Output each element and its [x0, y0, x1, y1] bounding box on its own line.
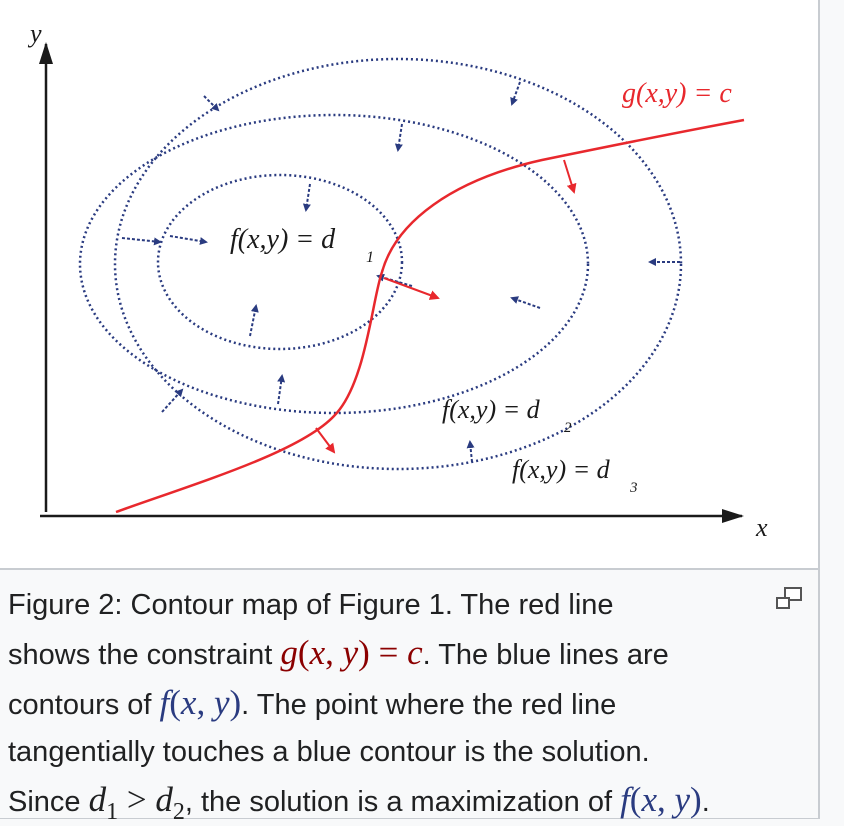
caption-line: Since d1 > d2, the solution is a maximiz… — [8, 776, 820, 826]
magnify-icon[interactable] — [774, 586, 804, 612]
gradient-arrow — [249, 304, 259, 337]
caption-text: . The blue lines are — [422, 639, 669, 671]
contour-label-d3: f(x,y) = d 3 — [512, 455, 638, 496]
gradient-arrow — [203, 95, 220, 112]
constraint-formula: g(x, y) = c — [280, 633, 423, 672]
contour-d1 — [156, 173, 404, 351]
gradient-arrows — [121, 81, 680, 463]
magnify-icon-svg — [776, 587, 802, 609]
contour-label-subscript: 1 — [366, 249, 374, 266]
caption-line: tangentially touches a blue contour is t… — [8, 729, 820, 776]
d1-letter: d — [88, 780, 107, 819]
caption-text: contours of — [8, 689, 160, 721]
figure-frame: y x — [0, 0, 820, 824]
gradient-arrow — [376, 273, 413, 287]
caption-line: Figure 2: Contour map of Figure 1. The r… — [8, 582, 820, 629]
contour-label-text: f(x,y) = d — [230, 224, 336, 255]
constraint-normal-arrow — [563, 159, 577, 194]
contour-label-text: f(x,y) = d — [442, 395, 541, 424]
caption-line: contours of f(x, y). The point where the… — [8, 679, 820, 729]
d2-subscript: 2 — [172, 799, 185, 825]
caption-line: shows the constraint g(x, y) = c. The bl… — [8, 629, 820, 679]
contour-label-subscript: 2 — [564, 420, 572, 436]
d2-symbol: d2 — [155, 780, 185, 824]
gradient-arrow — [510, 81, 521, 106]
constraint-normal-arrow — [383, 277, 440, 300]
gradient-arrow — [121, 237, 162, 246]
figure-caption: Figure 2: Contour map of Figure 1. The r… — [8, 582, 820, 826]
y-axis-label: y — [27, 19, 42, 48]
contour-diagram-svg: y x — [27, 19, 768, 542]
contour-d3 — [113, 57, 683, 471]
greater-than-operator: > — [118, 780, 156, 819]
objective-formula: f(x, y) — [159, 683, 242, 722]
gradient-arrow — [394, 123, 403, 152]
caption-text: tangentially touches a blue contour is t… — [8, 736, 650, 768]
gradient-arrow — [466, 440, 475, 463]
objective-formula: f(x, y) — [620, 780, 702, 819]
caption-text: Figure 2: Contour map of Figure 1. The r… — [8, 589, 614, 621]
gradient-arrow — [169, 235, 208, 245]
constraint-label: g(x,y) = c — [622, 78, 732, 109]
d1-symbol: d1 — [88, 780, 119, 824]
d2-letter: d — [155, 780, 173, 819]
gradient-arrow — [302, 183, 311, 212]
d1-subscript: 1 — [106, 799, 119, 825]
caption-text: . The point where the red line — [241, 689, 617, 721]
x-axis-label: x — [755, 513, 768, 542]
contour-label-text: f(x,y) = d — [512, 455, 611, 484]
caption-text: . — [701, 786, 710, 818]
constraint-normal-arrows — [315, 159, 577, 454]
constraint-normal-arrow — [315, 427, 336, 454]
contour-d2 — [78, 113, 590, 415]
contour-label-subscript: 3 — [629, 480, 638, 496]
gradient-arrow — [277, 374, 286, 405]
contour-label-d1: f(x,y) = d 1 — [230, 224, 374, 266]
contour-diagram[interactable]: y x — [0, 0, 820, 570]
caption-text: , the solution is a maximization of — [184, 786, 621, 818]
caption-text: shows the constraint — [8, 639, 281, 671]
gradient-arrow — [161, 388, 184, 413]
gradient-arrow — [510, 296, 541, 309]
contour-label-d2: f(x,y) = d 2 — [442, 395, 572, 436]
caption-text: Since — [8, 786, 89, 818]
constraint-curve — [115, 118, 745, 514]
